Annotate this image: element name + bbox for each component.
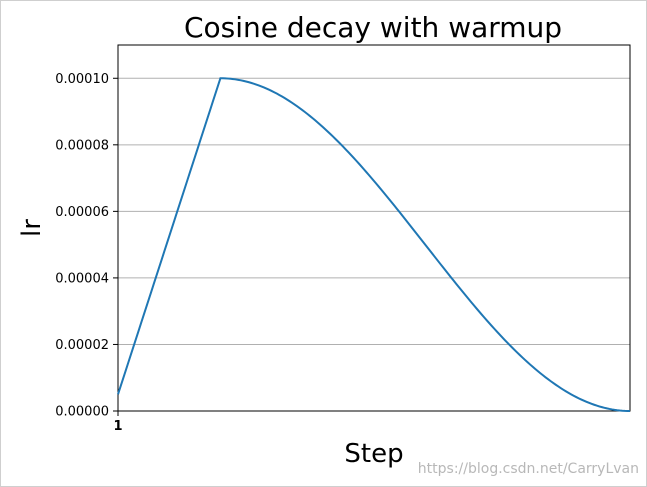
lr-series-line (117, 77, 631, 412)
y-axis-label: lr (17, 219, 47, 237)
chart-title: Cosine decay with warmup (184, 11, 562, 44)
y-gridlines (118, 77, 630, 412)
x-ticks: 1 (113, 411, 123, 434)
y-ticks: 0.00000 0.00002 0.00004 0.00006 0.00008 0.000… (55, 72, 118, 420)
x-tick-label: 1 (113, 419, 122, 434)
watermark-text: https://blog.csdn.net/CarryLvan (417, 461, 639, 477)
x-axis-label: Step (344, 439, 403, 469)
plot-area (117, 44, 631, 412)
y-tick-label: 0.00008 (55, 138, 109, 153)
y-tick-label: 0.00006 (55, 205, 109, 220)
y-tick-label: 0.00000 (55, 405, 109, 420)
y-tick-label: 0.00004 (55, 271, 109, 286)
y-tick-label: 0.00002 (55, 338, 109, 353)
y-tick-label: 0.00010 (55, 72, 109, 87)
